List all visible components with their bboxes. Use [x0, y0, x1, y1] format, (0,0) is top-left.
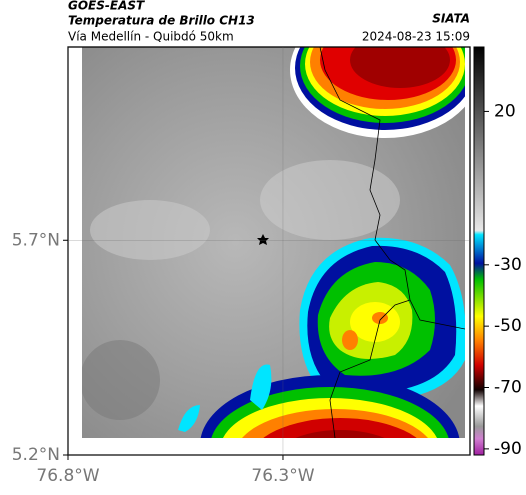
- colorbar-tick-label: -70: [494, 378, 522, 398]
- colorbar-tick-label: -90: [494, 439, 522, 459]
- timestamp: 2024-08-23 15:09: [362, 30, 470, 44]
- x-tick-label: 76.3°W: [251, 466, 314, 486]
- satellite-image: [82, 47, 465, 438]
- source: SIATA: [432, 12, 470, 26]
- colorbar-tick-label: -50: [494, 316, 522, 336]
- satellite: GOES-EAST: [68, 0, 145, 13]
- city-marker: [257, 234, 269, 245]
- colorbar: [473, 46, 485, 456]
- product: Temperatura de Brillo CH13: [68, 14, 255, 28]
- colorbar-tick-label: 20: [494, 101, 516, 121]
- route: Vía Medellín - Quibdó 50km: [68, 30, 234, 44]
- x-tick-label: 76.8°W: [36, 466, 99, 486]
- y-tick-label: 5.2°N: [12, 445, 60, 465]
- colorbar-tick-label: -30: [494, 255, 522, 275]
- y-tick-label: 5.7°N: [12, 230, 60, 250]
